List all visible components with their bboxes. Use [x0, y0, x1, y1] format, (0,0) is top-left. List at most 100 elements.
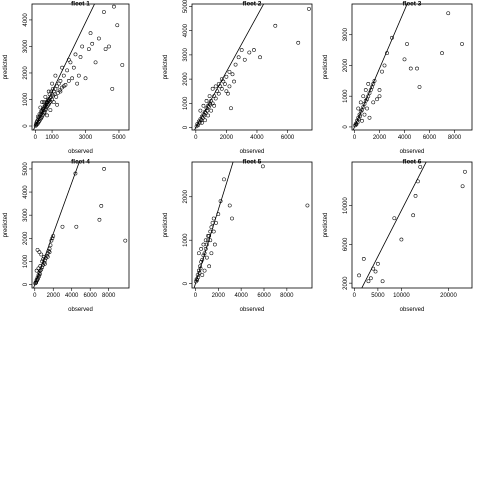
panel-4-point-33 [102, 167, 106, 171]
panel-2-point-37 [239, 48, 244, 52]
panel-6-point-6 [392, 216, 397, 221]
panel-6-point-8 [411, 213, 416, 218]
panel-1-point-50 [61, 73, 66, 78]
panel-4-point-35 [35, 247, 40, 252]
panel-1-point-22 [42, 110, 47, 115]
panel-1-point-16 [40, 114, 44, 119]
panel-1-point-91 [37, 112, 42, 116]
panel-3-point-25 [385, 51, 389, 56]
panel-3-point-24 [382, 63, 387, 68]
panel-3-point-14 [365, 97, 369, 102]
panel-5-x-tick-label-3: 6000 [257, 293, 271, 299]
panel-1-point-80 [53, 73, 58, 78]
panel-1-point-76 [61, 84, 66, 89]
panel-2-point-47 [204, 99, 209, 103]
panel-1-point-57 [76, 73, 81, 78]
panel-3-point-42 [365, 106, 369, 111]
panel-6-x-tick-label-1: 5000 [371, 293, 385, 299]
panel-3-point-41 [362, 112, 367, 117]
panel-4-point-32 [99, 204, 104, 208]
panel-4-point-29 [74, 224, 79, 229]
panel-3-point-8 [358, 114, 362, 119]
panel-1-point-79 [75, 81, 80, 86]
panel-5-point-25 [222, 177, 226, 182]
panel-4-point-26 [47, 250, 52, 255]
panel-1-point-42 [53, 87, 58, 91]
panel-5-frame [191, 161, 313, 289]
panel-6-y-tick-label-0: 2000 [343, 276, 349, 290]
panel-3-x-tick-label-3: 6000 [423, 135, 437, 141]
panel-1-frame [31, 3, 130, 131]
panel-1-point-41 [52, 92, 57, 97]
panel-1-point-46 [56, 81, 61, 86]
panel-4-point-42 [38, 264, 43, 268]
panel-5-x-axis-label: observed [240, 307, 265, 313]
panel-3-point-15 [366, 94, 371, 99]
panel-3-point-26 [390, 35, 394, 40]
panel-1-point-93 [40, 106, 45, 111]
panel-1-point-82 [46, 89, 51, 94]
panel-5-title: fleet 5 [243, 159, 262, 166]
panel-5-point-39 [207, 264, 212, 269]
panel-1-point-89 [112, 4, 116, 9]
panel-3-y-tick-label-1: 1000 [343, 89, 349, 103]
panel-1-x-tick-label-0: 0 [34, 135, 38, 141]
panel-5-point-18 [209, 225, 214, 230]
panel-fleet-4: fleet 4 0 2000 4000 6000 8000 0 1000 2000 3000 400… [3, 159, 130, 313]
panel-6-y-tick-label-1: 6000 [343, 237, 349, 251]
panel-6-y-tick-label-2: 10000 [343, 197, 349, 214]
panel-4-point-37 [39, 252, 44, 257]
panel-1-point-78 [71, 65, 76, 70]
panel-5-point-9 [199, 260, 204, 264]
panel-2-point-14 [205, 108, 210, 113]
panel-1-point-83 [43, 94, 48, 99]
panel-5-point-32 [201, 242, 206, 247]
panel-4-y-axis-label: predicted [3, 213, 9, 238]
panel-1-point-56 [73, 52, 78, 57]
panel-4-point-15 [42, 260, 46, 265]
panel-1-point-67 [115, 23, 120, 28]
panel-1-plot-area [32, 4, 125, 130]
panel-2-point-31 [227, 69, 232, 74]
panel-1-point-98 [49, 89, 54, 94]
panel-1-point-99 [51, 87, 55, 91]
panel-2-y-tick-label-2: 2000 [183, 72, 189, 86]
panel-1-point-52 [65, 68, 69, 73]
panel-5-point-10 [200, 257, 205, 262]
panel-3-point-36 [358, 100, 363, 105]
panel-1-point-30 [46, 103, 50, 108]
panel-3-point-38 [363, 88, 368, 92]
panel-2-x-tick-label-0: 0 [194, 135, 198, 141]
panel-5-point-13 [203, 247, 208, 251]
panel-1-point-94 [42, 104, 47, 109]
panel-2-point-57 [206, 113, 210, 118]
panel-2-point-22 [213, 96, 218, 101]
panel-6-point-11 [418, 164, 423, 169]
panel-1-point-43 [54, 94, 59, 99]
panel-1-point-81 [50, 81, 54, 86]
panel-3-point-35 [356, 106, 361, 111]
panel-5-point-33 [203, 238, 208, 243]
panel-2-point-43 [296, 40, 301, 45]
panel-3-point-32 [440, 51, 444, 56]
panel-5-point-30 [196, 251, 201, 256]
panel-3-point-12 [362, 102, 367, 106]
panel-5-point-37 [202, 268, 207, 273]
panel-2-point-28 [222, 82, 227, 86]
panel-1-point-59 [83, 76, 88, 81]
panel-1-y-tick-label-3: 3000 [23, 39, 29, 53]
panel-2-point-29 [224, 74, 229, 79]
panel-3-point-17 [368, 88, 373, 92]
panel-6-y-axis-label: predicted [323, 213, 329, 238]
panel-5-point-41 [211, 229, 216, 234]
panel-fleet-5: fleet 5 0 2000 4000 6000 8000 0 1000 2000 observe… [163, 159, 313, 313]
panel-5-point-12 [202, 251, 207, 256]
panel-4-x-tick-label-3: 6000 [84, 293, 98, 299]
panel-3-point-30 [415, 66, 419, 71]
panel-2-point-26 [219, 86, 224, 91]
panel-3-point-39 [366, 82, 371, 86]
panel-3-y-tick-label-3: 3000 [343, 27, 349, 41]
panel-2-x-tick-label-1: 2000 [220, 135, 234, 141]
panel-5-point-16 [207, 233, 212, 238]
panel-3-point-22 [377, 94, 382, 99]
